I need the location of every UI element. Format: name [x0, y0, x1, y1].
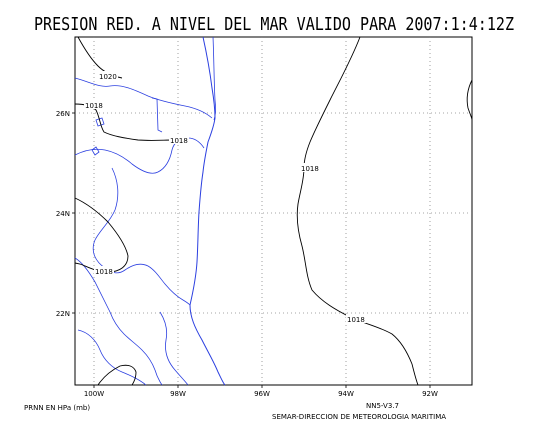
- source-credit: SEMAR-DIRECCION DE METEOROLOGIA MARITIMA: [272, 413, 446, 421]
- map-frame: [74, 36, 473, 386]
- longitude-labels: 100W 98W 96W 94W 92W: [84, 385, 438, 398]
- units-label: PRNN EN HPa (mb): [24, 404, 90, 412]
- coastline: [74, 36, 226, 386]
- isobar-label: 1020: [99, 73, 117, 81]
- lake-b: [91, 146, 100, 156]
- map-title: PRESION RED. A NIVEL DEL MAR VALIDO PARA…: [34, 14, 514, 35]
- lat-label: 26N: [56, 110, 70, 118]
- isobar-labels: 1020 1018 1018 1018 1018 1018: [84, 71, 366, 324]
- state-border-c: [92, 167, 191, 306]
- lat-label: 24N: [56, 210, 70, 218]
- state-border-d: [74, 257, 163, 386]
- isobar-label: 1018: [347, 316, 365, 324]
- lon-label: 94W: [338, 390, 354, 398]
- isobar-right-edge: [466, 79, 473, 121]
- state-border-e: [159, 311, 189, 386]
- isobar-1018-east: [296, 36, 419, 386]
- lon-label: 96W: [254, 390, 270, 398]
- isobar-label: 1018: [95, 268, 113, 276]
- isobar-label: 1018: [85, 102, 103, 110]
- lat-label: 22N: [56, 310, 70, 318]
- laguna-madre-barrier: [212, 36, 217, 121]
- isobar-label: 1018: [301, 165, 319, 173]
- model-version: NN5-V3.7: [366, 402, 399, 410]
- lake-a: [95, 117, 105, 127]
- lon-label: 100W: [84, 390, 104, 398]
- gulf-coastline: [189, 36, 226, 386]
- lon-label: 98W: [170, 390, 186, 398]
- latitude-labels: 26N 24N 22N: [56, 110, 75, 318]
- isobar-label: 1018: [170, 137, 188, 145]
- state-border-a: [151, 97, 163, 133]
- lon-label: 92W: [422, 390, 438, 398]
- rio-bravo-border: [74, 77, 213, 119]
- isobar-south: [97, 364, 137, 386]
